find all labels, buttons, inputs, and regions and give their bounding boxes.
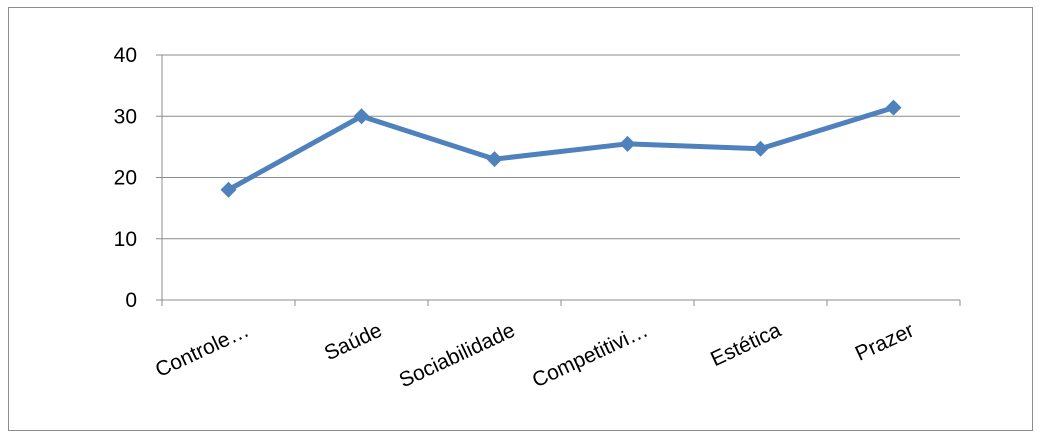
chart-frame [8,7,1033,431]
data-point-marker [619,135,636,152]
y-tick-label: 20 [114,167,137,190]
x-tick-label: Competitivi… [529,319,652,393]
y-tick-label: 30 [114,105,137,128]
x-tick-label: Estética [707,319,785,372]
y-tick-label: 40 [114,44,137,67]
data-point-marker [752,140,769,157]
y-tick-label: 10 [114,228,137,251]
data-point-marker [486,151,503,168]
gridlines [162,54,960,240]
data-point-marker [353,108,370,125]
x-axis: Controle… Saúde Sociabilidade Competitivi… E… [152,299,961,393]
data-point-marker [885,99,902,116]
series-layer [220,99,902,198]
x-tick-label: Controle… [152,319,253,382]
x-tick-label: Prazer [852,319,918,366]
data-point-marker [220,181,237,198]
series-line [226,105,896,193]
y-axis: 0 10 20 30 40 [114,44,163,312]
y-tick-label: 0 [125,289,137,312]
x-tick-label: Sociabilidade [396,319,519,393]
x-tick-label: Saúde [321,319,386,366]
